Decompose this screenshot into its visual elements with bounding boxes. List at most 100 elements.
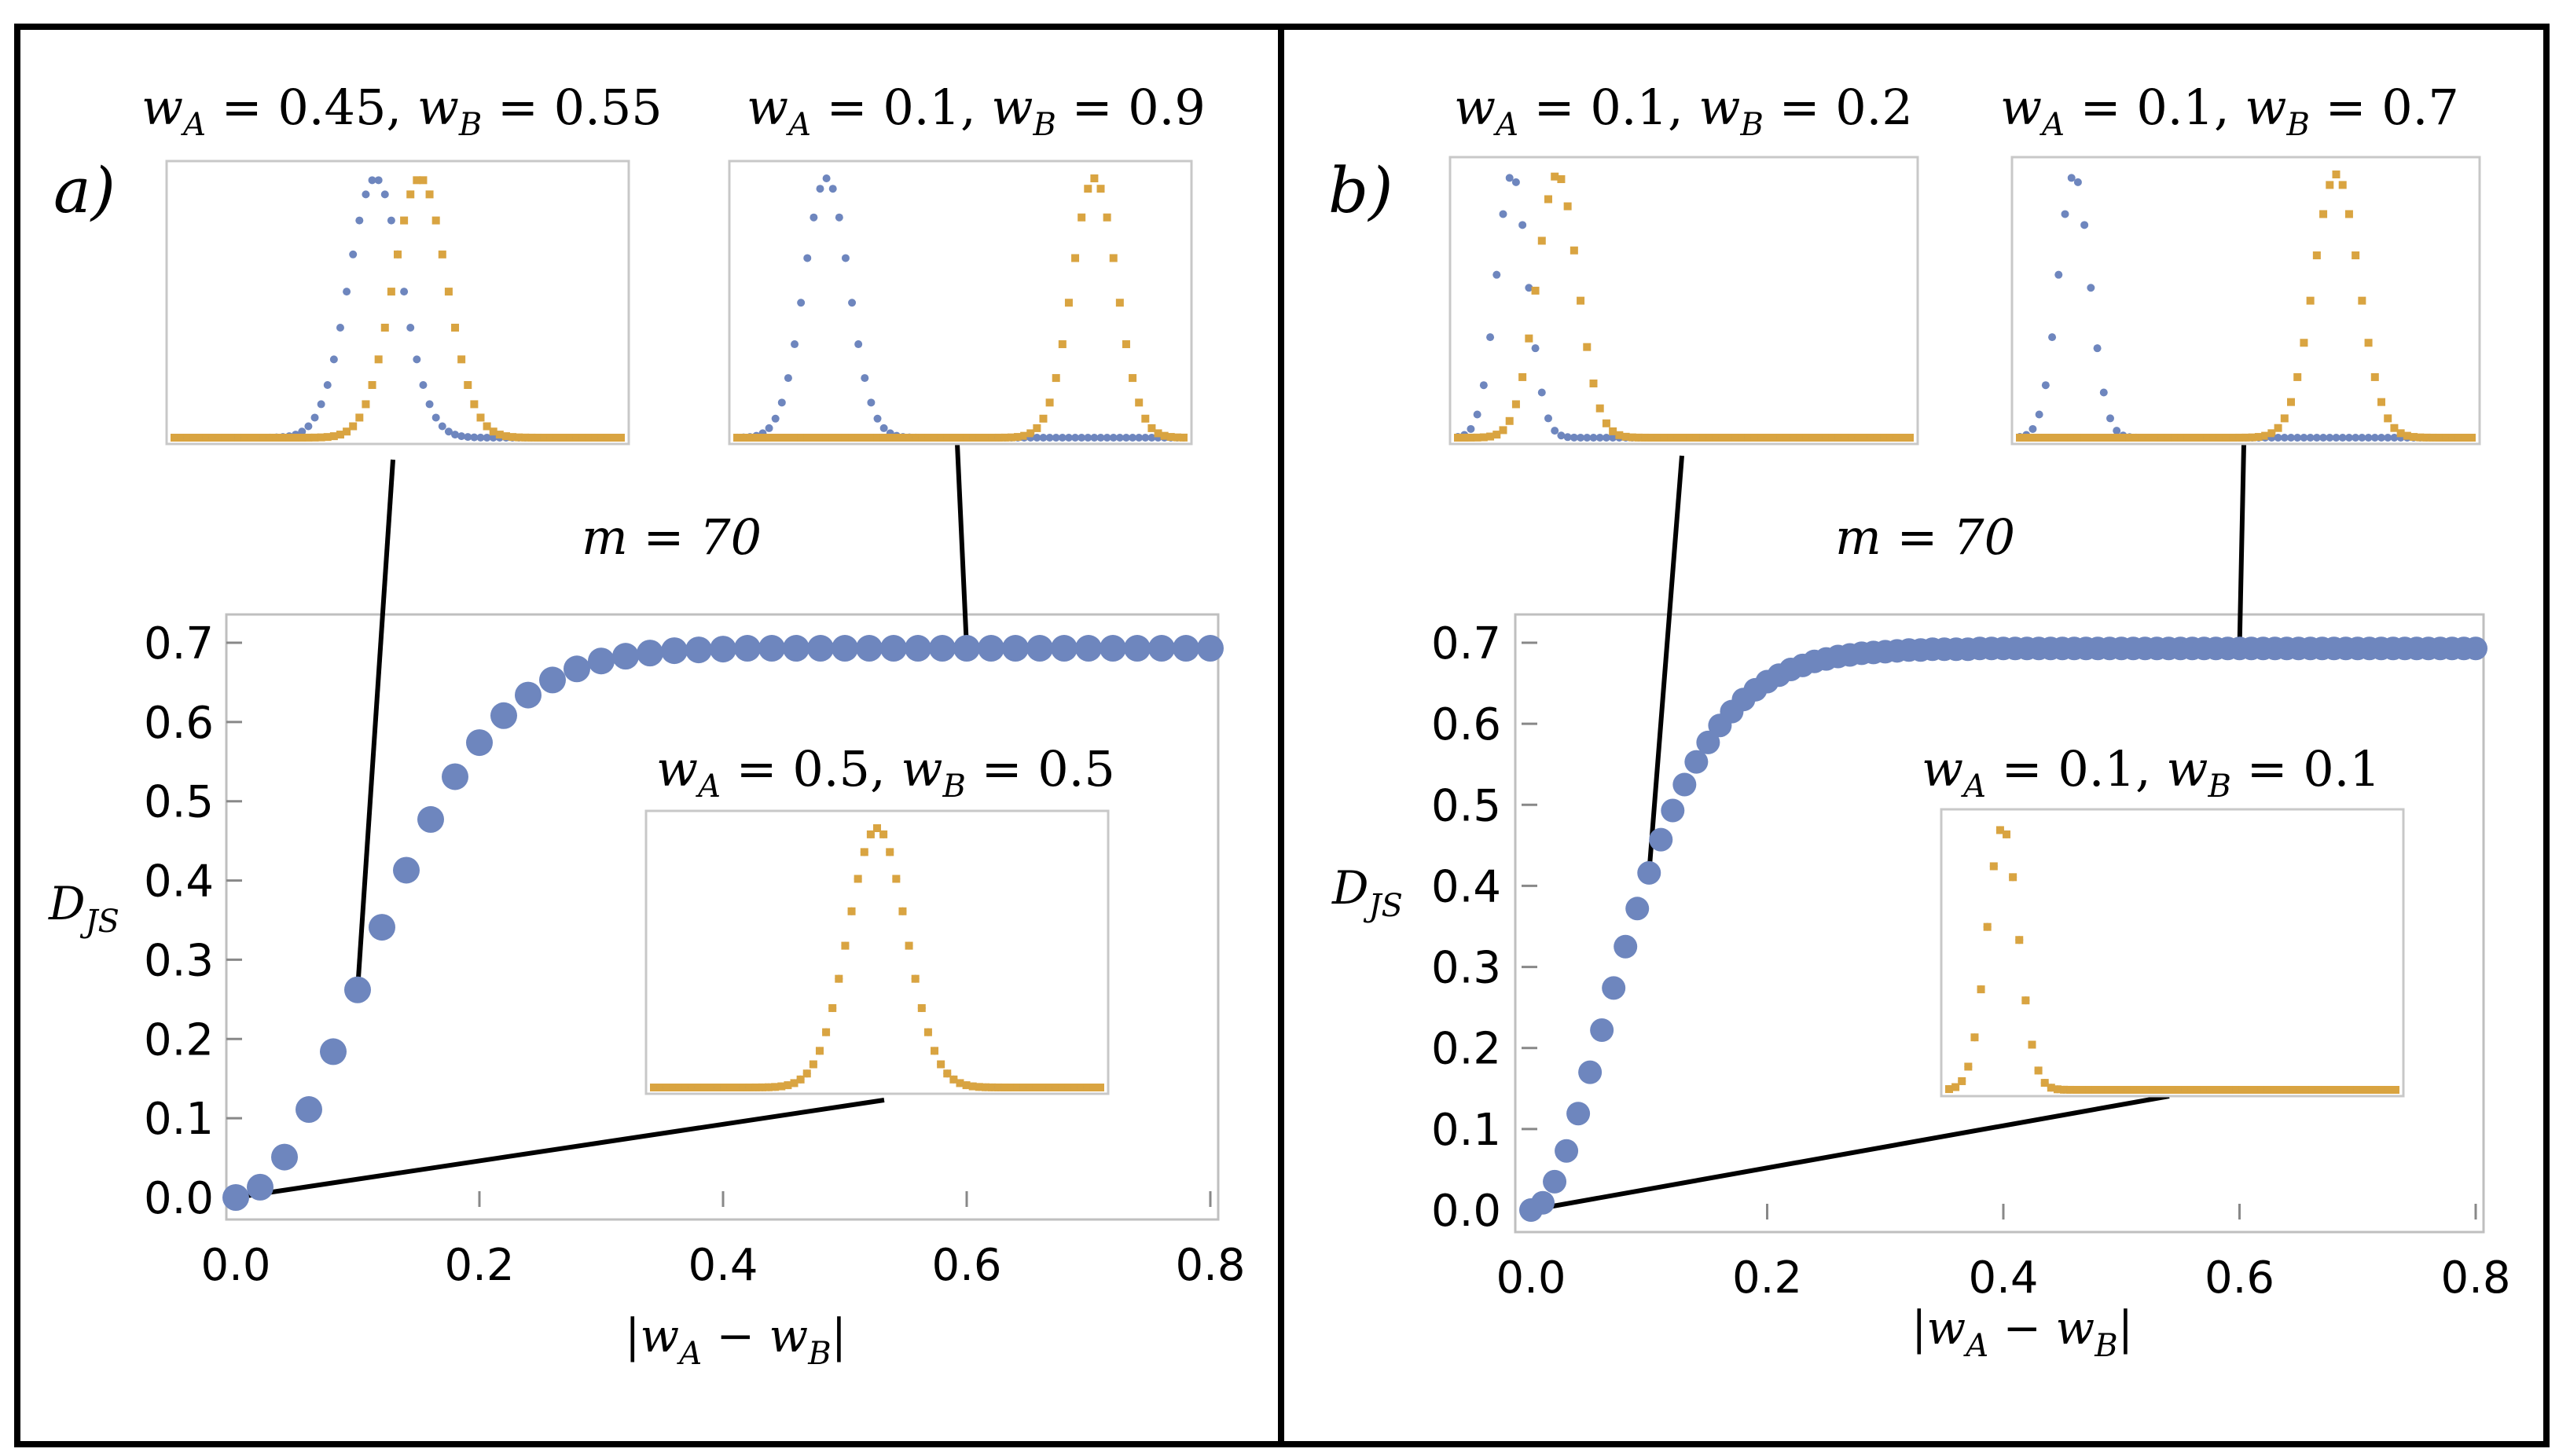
inset-a3-dots [650,824,1104,1091]
inset-a3-box [644,809,1110,1095]
inset-dot-b [2359,1086,2368,1094]
inset-dot-b [1000,433,1009,442]
inset-dot-b [2333,1086,2342,1094]
inset-dot-b [726,1083,735,1091]
inset-dot-b [1738,434,1746,442]
inset-dot-b [2200,1086,2208,1094]
inset-dot-b [247,434,255,442]
inset-dot-b [1492,431,1501,439]
data-point [1531,1190,1555,1215]
inset-dot-b [1705,434,1714,442]
data-point [222,1184,249,1211]
inset-dot-b [1951,1083,1960,1091]
inset-dot-b [2161,1086,2170,1094]
inset-dot-b [2344,210,2353,218]
inset-dot-b [1595,404,1604,413]
inset-dot-b [2194,1086,2202,1094]
inset-dot-b [183,434,192,442]
inset-b3-title: wA = 0.1, wB = 0.1 [1922,740,2381,805]
inset-dot-b [1557,175,1566,184]
inset-dot-b [1977,985,1985,994]
inset-dot-b [2229,433,2238,442]
inset-dot-b [898,907,907,915]
inset-dot-b [956,434,964,442]
inset-dot-b [2117,1086,2126,1094]
inset-dot-b [2067,434,2076,442]
inset-dot-b [2009,873,2017,882]
inset-dot-a [476,433,485,442]
inset-dot-b [566,433,575,442]
inset-dot-a [854,340,863,349]
inset-dot-b [413,176,421,185]
inset-b1-wB: 0.2 [1835,79,1913,136]
plot-a-points [222,635,1224,1211]
inset-dot-b [752,434,761,442]
inset-dot-b [1860,434,1869,442]
inset-dot-a [368,176,376,185]
inset-dot-b [1816,434,1823,442]
inset-dot-b [1945,1085,1953,1094]
inset-dot-b [534,433,542,442]
inset-dot-a [464,433,472,442]
panel-a: a) wA = 0.45, wB = 0.55 wA = 0.1, wB = 0… [48,79,1246,1372]
inset-dot-b [937,1060,945,1069]
inset-dot-b [2347,1086,2355,1094]
inset-dot-a [2300,434,2308,442]
ytick-label: 0.7 [144,618,214,669]
ytick-label: 0.6 [1431,699,1501,750]
inset-dot-b [585,434,593,442]
inset-dot-b [2175,1086,2183,1094]
data-point [612,643,639,670]
inset-dot-b [892,875,901,883]
data-point [2464,636,2487,661]
data-point [758,635,785,662]
inset-dot-b [2168,1086,2176,1094]
inset-dot-a [2106,414,2114,423]
panel-b: b) wA = 0.1, wB = 0.2 wA = 0.1, wB = 0.7… [1328,79,2511,1364]
inset-dot-b [2238,1086,2247,1094]
inset-dot-b [1718,434,1727,442]
inset-dot-b [1854,434,1863,442]
inset-dot-b [765,434,773,442]
inset-dot-b [2378,1086,2387,1094]
inset-dot-a [413,355,421,364]
plot-a-ticks: 0.0 0.1 0.2 0.3 0.4 0.5 0.6 0.7 0.0 0.2 0.4 0.6 0.8 [144,618,1246,1291]
inset-dot-b [1796,434,1805,442]
inset-dot-b [2358,296,2366,305]
ytick-label: 0.3 [144,935,214,986]
inset-b2-wB: 0.7 [2381,79,2459,136]
inset-dot-a [304,422,313,431]
inset-dot-b [867,434,876,442]
inset-dot-b [2139,434,2147,442]
data-point [929,635,956,662]
inset-dot-b [2385,1086,2393,1094]
inset-dot-a [1537,388,1546,397]
data-point [515,681,542,709]
inset-dot-b [994,1083,1003,1091]
inset-b2-dots [2016,171,2476,442]
inset-dot-b [2235,433,2244,442]
inset-b2-box [2010,156,2481,446]
inset-dot-b [822,1028,831,1036]
inset-dot-b [1692,434,1701,442]
inset-dot-b [431,216,440,225]
inset-dot-b [2080,434,2089,442]
data-point [271,1143,298,1171]
inset-dot-b [1776,434,1785,442]
inset-dot-b [1873,434,1882,442]
inset-dot-b [2287,398,2295,406]
inset-b1-title: wA = 0.1, wB = 0.2 [1454,79,1913,143]
inset-dot-b [1007,1083,1015,1091]
inset-dot-a [444,427,453,436]
inset-dot-b [1609,427,1617,435]
inset-dot-b [2403,431,2411,440]
inset-dot-a [1499,210,1507,218]
inset-dot-b [1673,434,1682,442]
inset-dot-b [1033,424,1041,432]
plot-b-connectors [1530,443,2246,1212]
inset-dot-b [2416,433,2425,442]
data-point [588,647,615,675]
inset-dot-a [1033,434,1041,442]
inset-dot-b [1089,1084,1098,1091]
inset-dot-b [1983,922,1992,931]
